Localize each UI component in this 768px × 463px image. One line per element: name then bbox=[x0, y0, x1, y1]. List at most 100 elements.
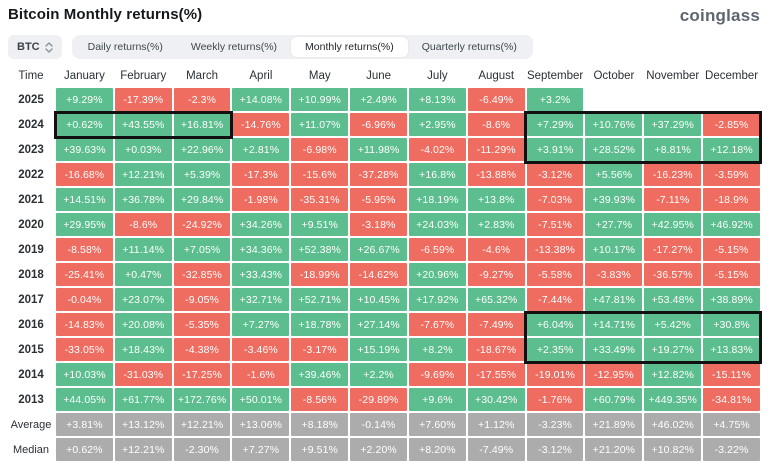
return-cell: +13.8% bbox=[467, 188, 525, 211]
return-cell: +5.56% bbox=[585, 163, 643, 186]
return-cell: +9.51% bbox=[291, 213, 349, 236]
return-cell: -3.12% bbox=[526, 438, 584, 461]
return-cell: +15.19% bbox=[350, 338, 407, 361]
return-cell: -3.59% bbox=[703, 163, 760, 186]
return-cell: -4.38% bbox=[173, 338, 231, 361]
return-cell: -31.03% bbox=[114, 363, 172, 386]
return-cell: +8.13% bbox=[408, 88, 466, 111]
return-cell: +10.17% bbox=[585, 238, 643, 261]
return-cell: +6.04% bbox=[526, 313, 584, 336]
return-cell: -1.98% bbox=[232, 188, 290, 211]
return-cell: +12.21% bbox=[173, 413, 231, 436]
return-cell: -3.22% bbox=[703, 438, 760, 461]
return-cell: +20.08% bbox=[114, 313, 172, 336]
return-cell: +50.01% bbox=[232, 388, 290, 411]
return-cell: +47.81% bbox=[585, 288, 643, 311]
return-cell: +46.02% bbox=[644, 413, 702, 436]
month-header-april: April bbox=[249, 70, 273, 82]
return-cell: +32.71% bbox=[232, 288, 290, 311]
return-cell: -36.57% bbox=[644, 263, 702, 286]
month-header-october: October bbox=[593, 70, 635, 82]
return-cell: +43.55% bbox=[114, 113, 172, 136]
return-cell: +13.83% bbox=[703, 338, 760, 361]
return-cell: +13.06% bbox=[232, 413, 290, 436]
return-cell: +3.81% bbox=[56, 413, 113, 436]
return-cell: -5.95% bbox=[350, 188, 407, 211]
return-cell: +2.81% bbox=[232, 138, 290, 161]
return-cell: -4.02% bbox=[408, 138, 466, 161]
return-cell: +42.95% bbox=[644, 213, 702, 236]
return-cell: -5.58% bbox=[526, 263, 584, 286]
page-header: Bitcoin Monthly returns(%) coinglass bbox=[8, 6, 760, 28]
return-cell: +14.08% bbox=[232, 88, 290, 111]
return-cell: -25.41% bbox=[56, 263, 113, 286]
return-cell: -5.35% bbox=[173, 313, 231, 336]
return-cell: +16.81% bbox=[173, 113, 231, 136]
return-cell: -19.01% bbox=[526, 363, 584, 386]
return-cell: -37.28% bbox=[350, 163, 407, 186]
row-label-2019: 2019 bbox=[18, 243, 44, 256]
symbol-select[interactable]: BTC bbox=[8, 35, 62, 59]
return-cell: +11.07% bbox=[291, 113, 349, 136]
return-cell: +34.26% bbox=[232, 213, 290, 236]
row-label-2020: 2020 bbox=[18, 218, 44, 231]
row-label-2022: 2022 bbox=[18, 168, 44, 181]
row-label-2013: 2013 bbox=[18, 393, 44, 406]
return-cell: -3.46% bbox=[232, 338, 290, 361]
tab-weekly-returns[interactable]: Weekly returns(%) bbox=[177, 37, 291, 57]
return-cell: +18.43% bbox=[114, 338, 172, 361]
return-cell: -3.17% bbox=[291, 338, 349, 361]
return-cell: +172.76% bbox=[173, 388, 231, 411]
return-cell: +23.07% bbox=[114, 288, 172, 311]
return-cell: -17.25% bbox=[173, 363, 231, 386]
return-cell: -9.27% bbox=[467, 263, 525, 286]
row-label-2024: 2024 bbox=[18, 118, 44, 131]
return-cell: +33.43% bbox=[232, 263, 290, 286]
return-cell: -6.49% bbox=[467, 88, 525, 111]
return-cell: -14.62% bbox=[350, 263, 407, 286]
return-cell: -0.04% bbox=[56, 288, 113, 311]
row-label-2014: 2014 bbox=[18, 368, 44, 381]
tab-monthly-returns[interactable]: Monthly returns(%) bbox=[291, 37, 408, 57]
return-cell: -3.83% bbox=[585, 263, 643, 286]
row-label-2017: 2017 bbox=[18, 293, 44, 306]
row-label-2025: 2025 bbox=[18, 93, 44, 106]
return-cell: +29.95% bbox=[56, 213, 113, 236]
return-cell: +2.83% bbox=[467, 213, 525, 236]
tab-daily-returns[interactable]: Daily returns(%) bbox=[74, 37, 177, 57]
return-cell: +8.18% bbox=[291, 413, 349, 436]
return-cell: -13.38% bbox=[526, 238, 584, 261]
return-cell: -15.11% bbox=[703, 363, 760, 386]
return-cell: -8.6% bbox=[114, 213, 172, 236]
return-cell: -3.18% bbox=[350, 213, 407, 236]
month-header-november: November bbox=[646, 70, 700, 82]
return-cell: +18.19% bbox=[408, 188, 466, 211]
month-header-august: August bbox=[478, 70, 515, 82]
return-cell: +39.93% bbox=[585, 188, 643, 211]
tab-quarterly-returns[interactable]: Quarterly returns(%) bbox=[408, 37, 531, 57]
return-cell: +12.21% bbox=[114, 438, 172, 461]
return-cell: -7.49% bbox=[467, 313, 525, 336]
row-label-median: Median bbox=[12, 443, 50, 456]
return-cell: -6.96% bbox=[350, 113, 407, 136]
return-cell: +9.51% bbox=[291, 438, 349, 461]
row-label-2015: 2015 bbox=[18, 343, 44, 356]
page-title: Bitcoin Monthly returns(%) bbox=[8, 6, 203, 23]
return-cell: -2.30% bbox=[173, 438, 231, 461]
return-cell: +7.60% bbox=[408, 413, 466, 436]
time-column-header: Time bbox=[18, 70, 44, 82]
return-cell: +21.89% bbox=[585, 413, 643, 436]
return-cell: -12.95% bbox=[585, 363, 643, 386]
return-cell: +65.32% bbox=[467, 288, 525, 311]
return-cell: -33.05% bbox=[56, 338, 113, 361]
return-cell: -15.6% bbox=[291, 163, 349, 186]
month-header-december: December bbox=[705, 70, 759, 82]
return-cell: +52.38% bbox=[291, 238, 349, 261]
return-cell: -3.23% bbox=[526, 413, 584, 436]
return-cell: +52.71% bbox=[291, 288, 349, 311]
month-header-july: July bbox=[427, 70, 448, 82]
return-cell: +8.2% bbox=[408, 338, 466, 361]
return-cell: +17.92% bbox=[408, 288, 466, 311]
return-cell: +26.67% bbox=[350, 238, 407, 261]
